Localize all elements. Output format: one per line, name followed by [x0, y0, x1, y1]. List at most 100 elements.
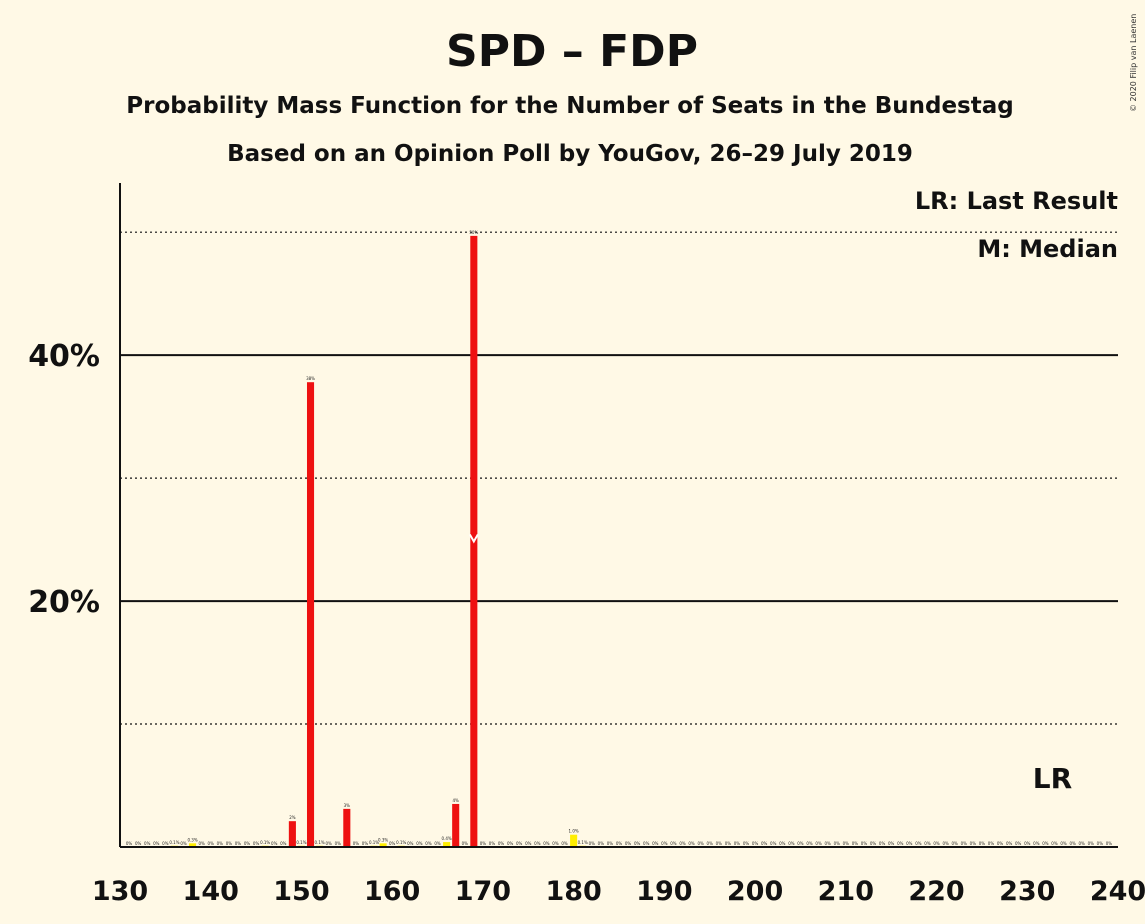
- bars: [170, 235, 587, 847]
- bar-label-208: 0%: [824, 841, 831, 846]
- bar-label-211: 0%: [852, 841, 859, 846]
- bar-label-235: 0%: [1069, 841, 1076, 846]
- x-tick-230: 230: [999, 876, 1055, 907]
- bar-label-179: 0%: [561, 841, 568, 846]
- bar-label-141: 0%: [217, 841, 224, 846]
- x-tick-190: 190: [636, 876, 692, 907]
- bar-label-202: 0%: [770, 841, 777, 846]
- bar-label-231: 0%: [1033, 841, 1040, 846]
- bar-138: [189, 843, 197, 847]
- copyright-note: © 2020 Filip van Laenen: [1129, 14, 1138, 112]
- x-tick-240: 240: [1090, 876, 1145, 907]
- bar-label-160: 0%: [389, 841, 396, 846]
- bar-label-218: 0%: [915, 841, 922, 846]
- bar-label-158: 0.1%: [369, 840, 379, 845]
- bar-label-194: 0%: [697, 841, 704, 846]
- bar-label-180: 1.0%: [569, 829, 579, 834]
- x-tick-140: 140: [183, 876, 239, 907]
- bar-label-140: 0%: [208, 841, 215, 846]
- bar-label-234: 0%: [1060, 841, 1067, 846]
- bar-label-152: 0.1%: [315, 840, 325, 845]
- bar-label-145: 0%: [253, 841, 260, 846]
- bar-149: [288, 821, 296, 847]
- bar-label-151: 38%: [306, 376, 315, 381]
- bar-label-188: 0%: [643, 841, 650, 846]
- bar-label-159: 0.3%: [378, 837, 388, 842]
- bar-label-193: 0%: [688, 841, 695, 846]
- bar-label-226: 0%: [988, 841, 995, 846]
- bar-label-230: 0%: [1024, 841, 1031, 846]
- bar-label-232: 0%: [1042, 841, 1049, 846]
- x-tick-180: 180: [545, 876, 601, 907]
- bar-label-181: 0.1%: [578, 840, 588, 845]
- bar-label-174: 0%: [516, 841, 523, 846]
- bar-label-198: 0%: [734, 841, 741, 846]
- bar-label-170: 0%: [480, 841, 487, 846]
- bar-label-222: 0%: [952, 841, 959, 846]
- bar-label-184: 0%: [607, 841, 614, 846]
- bar-label-239: 0%: [1106, 841, 1113, 846]
- bar-label-168: 0%: [462, 841, 469, 846]
- bar-label-149: 2%: [289, 815, 296, 820]
- bar-167: [452, 803, 460, 847]
- bar-label-236: 0%: [1079, 841, 1086, 846]
- bar-label-176: 0%: [534, 841, 541, 846]
- bar-label-214: 0%: [879, 841, 886, 846]
- bar-label-134: 0%: [153, 841, 160, 846]
- last-result-marker: LR: [1033, 762, 1072, 795]
- bar-label-171: 0%: [489, 841, 496, 846]
- bar-label-142: 0%: [226, 841, 233, 846]
- bar-label-155: 3%: [344, 803, 351, 808]
- bar-label-223: 0%: [961, 841, 968, 846]
- bar-label-215: 0%: [888, 841, 895, 846]
- bar-label-162: 0%: [407, 841, 414, 846]
- x-tick-170: 170: [455, 876, 511, 907]
- bar-label-175: 0%: [525, 841, 532, 846]
- bar-label-195: 0%: [707, 841, 714, 846]
- bar-label-187: 0%: [634, 841, 641, 846]
- bar-label-213: 0%: [870, 841, 877, 846]
- bar-label-210: 0%: [843, 841, 850, 846]
- bar-label-237: 0%: [1088, 841, 1095, 846]
- bar-label-163: 0%: [416, 841, 423, 846]
- median-marker: [468, 533, 479, 544]
- bar-label-191: 0%: [670, 841, 677, 846]
- bar-label-148: 0%: [280, 841, 287, 846]
- x-tick-150: 150: [273, 876, 329, 907]
- bar-151: [306, 382, 315, 847]
- bar-label-189: 0%: [652, 841, 659, 846]
- grid-lines: [120, 231, 1118, 725]
- bar-180: [570, 834, 578, 847]
- bar-label-137: 0%: [180, 841, 187, 846]
- bar-label-143: 0%: [235, 841, 242, 846]
- bar-label-186: 0%: [625, 841, 632, 846]
- bar-label-192: 0%: [679, 841, 686, 846]
- axes: [119, 183, 1118, 848]
- bar-label-217: 0%: [906, 841, 913, 846]
- bar-label-205: 0%: [797, 841, 804, 846]
- markers: LR: [468, 533, 1072, 795]
- bar-label-136: 0.1%: [169, 840, 179, 845]
- bar-label-216: 0%: [897, 841, 904, 846]
- bar-label-183: 0%: [598, 841, 605, 846]
- bar-label-197: 0%: [725, 841, 732, 846]
- bar-label-219: 0%: [924, 841, 931, 846]
- bar-label-228: 0%: [1006, 841, 1013, 846]
- bar-label-157: 0%: [362, 841, 369, 846]
- bar-label-201: 0%: [761, 841, 768, 846]
- bar-labels: 0% 0% 0% 0% 0% 0.1% 0%0.3%0% 0% 0% 0% 0% 0% 0% 0.1% 0%…: [126, 230, 1112, 846]
- bar-label-182: 0%: [589, 841, 596, 846]
- bar-label-156: 0%: [353, 841, 360, 846]
- bar-label-135: 0%: [162, 841, 169, 846]
- x-tick-210: 210: [818, 876, 874, 907]
- y-tick-20: 20%: [28, 585, 100, 620]
- x-tick-200: 200: [727, 876, 783, 907]
- bar-166: [443, 842, 451, 847]
- bar-label-166: 0.4%: [442, 836, 452, 841]
- bar-label-233: 0%: [1051, 841, 1058, 846]
- bar-label-224: 0%: [970, 841, 977, 846]
- y-tick-40: 40%: [28, 339, 100, 374]
- bar-label-178: 0%: [552, 841, 559, 846]
- bar-label-133: 0%: [144, 841, 151, 846]
